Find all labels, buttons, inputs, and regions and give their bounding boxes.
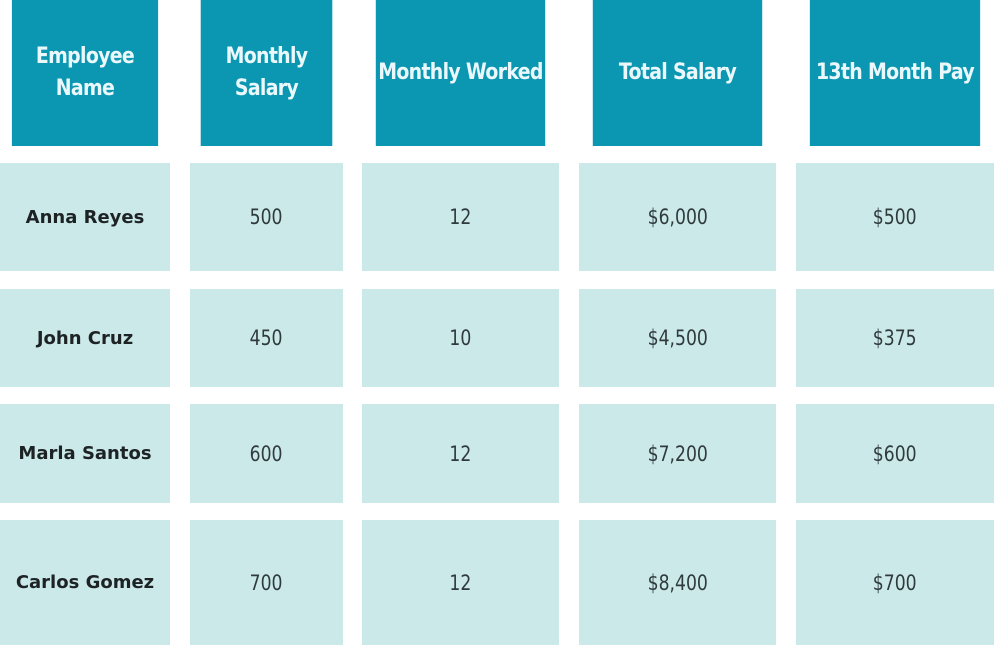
row-4-total-salary: $8,400 [579,520,776,645]
row-4-monthly-salary: 700 [190,520,343,645]
row-2-monthly-salary: 450 [190,289,343,387]
row-2-employee-name-text: John Cruz [36,327,134,349]
row-1-total-salary-text: $6,000 [647,205,708,229]
row-3-monthly-worked: 12 [362,404,559,503]
row-2-total-salary: $4,500 [579,289,776,387]
row-1-employee-name: Anna Reyes [0,163,170,271]
row-2-monthly-worked: 10 [362,289,559,387]
row-4-13th-month-pay: $700 [796,520,994,645]
header-employee-name: Employee Name [11,0,159,146]
row-1-total-salary: $6,000 [579,163,776,271]
row-3-employee-name: Marla Santos [0,404,170,503]
header-13th-month-pay: 13th Month Pay [809,0,981,146]
row-1-monthly-worked-text: 12 [449,205,472,229]
row-4-monthly-salary-text: 700 [250,570,283,595]
row-2-13th-month-pay: $375 [796,289,994,387]
row-2-employee-name: John Cruz [0,289,170,387]
header-monthly-worked: Monthly Worked [375,0,546,146]
row-3-13th-month-pay: $600 [796,404,994,503]
row-2-13th-month-pay-text: $375 [873,326,917,350]
row-4-employee-name-text: Carlos Gomez [15,572,155,593]
row-4-13th-month-pay-text: $700 [873,570,917,595]
row-2-monthly-worked-text: 10 [449,326,472,350]
header-monthly-salary-line1: Monthly [225,44,309,70]
row-3-13th-month-pay-text: $600 [873,441,917,466]
row-1-monthly-salary-text: 500 [250,205,283,229]
row-1-13th-month-pay: $500 [796,163,994,271]
row-2-total-salary-text: $4,500 [647,326,708,350]
row-3-monthly-worked-text: 12 [449,441,472,466]
row-4-monthly-worked-text: 12 [449,570,472,595]
row-1-monthly-worked: 12 [362,163,559,271]
row-4-total-salary-text: $8,400 [647,570,708,595]
row-3-monthly-salary: 600 [190,404,343,503]
header-employee-name-line1: Employee [35,44,135,70]
header-employee-name-line2: Name [55,76,115,101]
row-3-monthly-salary-text: 600 [250,441,283,466]
row-3-employee-name-text: Marla Santos [18,443,152,464]
row-4-monthly-worked: 12 [362,520,559,645]
row-3-total-salary-text: $7,200 [647,441,708,466]
row-1-employee-name-text: Anna Reyes [25,206,145,228]
row-3-total-salary: $7,200 [579,404,776,503]
row-1-monthly-salary: 500 [190,163,343,271]
header-monthly-salary-line2: Salary [234,76,299,101]
header-monthly-salary: Monthly Salary [200,0,333,146]
row-2-monthly-salary-text: 450 [250,326,283,350]
header-total-salary: Total Salary [592,0,763,146]
row-4-employee-name: Carlos Gomez [0,520,170,645]
row-1-13th-month-pay-text: $500 [873,205,917,229]
